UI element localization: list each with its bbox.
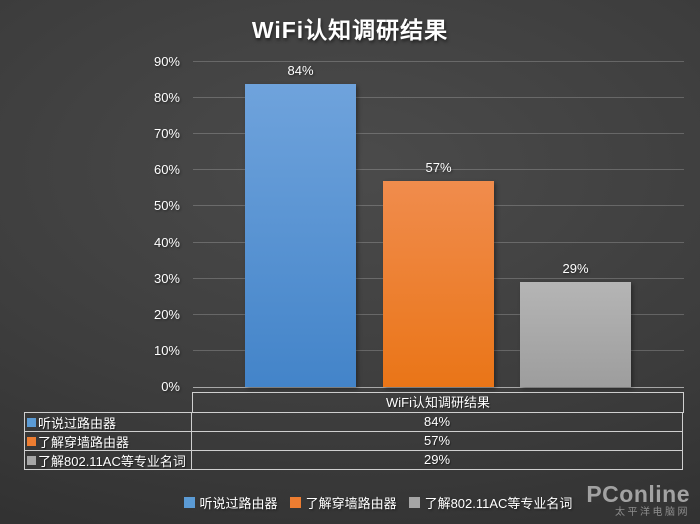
y-axis-label: 70% (153, 126, 180, 142)
y-axis-label: 40% (153, 234, 180, 250)
y-axis-label: 0% (161, 379, 180, 394)
table-value-cell: 57% (191, 431, 683, 451)
table-value-cell: 29% (191, 450, 683, 470)
chart-legend: 听说过路由器 了解穿墙路由器 了解802.11AC等专业名词 (28, 491, 700, 513)
y-axis: 0% 10% 20% 30% 40% 50% 60% 70% 80% 90% (0, 54, 186, 394)
bar-column-know-wall-router: 57% (383, 62, 494, 387)
chart-title: WiFi认知调研结果 (251, 17, 449, 43)
table-label-cell: 了解穿墙路由器 (24, 431, 192, 451)
bar-column-heard-of-router: 84% (245, 62, 356, 387)
y-axis-label: 50% (153, 198, 180, 214)
plot-area: 84% 57% 29% (193, 61, 684, 388)
y-axis-label: 80% (153, 90, 180, 106)
data-table: WiFi认知调研结果 听说过路由器 84% 了解穿墙路由器 57% 了解802.… (24, 392, 684, 470)
legend-label: 了解802.11AC等专业名词 (424, 495, 573, 511)
table-row: 了解穿墙路由器 57% (24, 431, 684, 451)
bar-value-label: 57% (425, 160, 452, 176)
legend-marker-icon (183, 496, 195, 508)
y-axis-label: 60% (153, 162, 180, 178)
series-marker-icon (27, 436, 36, 446)
y-axis-label: 90% (153, 54, 180, 69)
bar-know-80211ac-terms (520, 282, 631, 387)
table-header-cell: WiFi认知调研结果 (192, 392, 684, 413)
legend-marker-icon (289, 496, 301, 508)
gridline (193, 97, 684, 99)
y-axis-label: 10% (153, 342, 180, 358)
series-marker-icon (27, 417, 36, 427)
table-row-label: 听说过路由器 (38, 415, 117, 431)
table-label-cell: 了解802.11AC等专业名词 (24, 450, 192, 470)
bar-value-label: 29% (562, 261, 589, 277)
gridline (193, 133, 684, 135)
bar-value-label: 84% (287, 62, 314, 78)
pconline-watermark: PConline 太平洋电脑网 (586, 483, 690, 518)
pconline-logo-subtitle: 太平洋电脑网 (615, 507, 690, 518)
legend-marker-icon (408, 496, 420, 508)
y-axis-label: 30% (153, 270, 180, 286)
gridline (193, 387, 684, 388)
series-marker-icon (27, 455, 36, 465)
table-row: 了解802.11AC等专业名词 29% (24, 450, 684, 470)
bar-heard-of-router (245, 83, 356, 387)
y-axis-label: 20% (153, 306, 180, 322)
legend-label: 听说过路由器 (199, 495, 278, 511)
legend-item: 了解802.11AC等专业名词 (408, 493, 573, 512)
table-label-cell: 听说过路由器 (24, 412, 192, 432)
legend-label: 了解穿墙路由器 (305, 495, 397, 511)
pconline-logo: PConline (586, 481, 690, 507)
table-row-label: 了解802.11AC等专业名词 (38, 453, 186, 469)
bar-know-wall-router (383, 181, 494, 387)
legend-item: 了解穿墙路由器 (289, 493, 397, 512)
table-row: 听说过路由器 84% (24, 412, 684, 432)
bar-column-know-80211ac-terms: 29% (520, 62, 631, 387)
gridline (193, 169, 684, 171)
table-row-label: 了解穿墙路由器 (38, 434, 130, 450)
gridline (193, 61, 684, 62)
legend-item: 听说过路由器 (183, 493, 278, 512)
table-value-cell: 84% (191, 412, 683, 432)
